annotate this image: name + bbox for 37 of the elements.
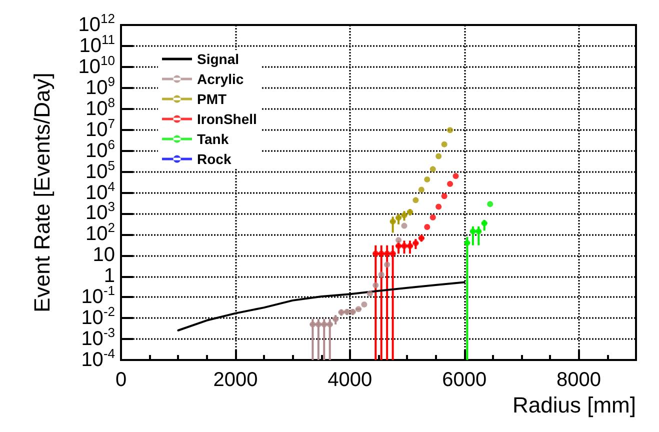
point	[430, 166, 436, 172]
y-tick-label: 10	[92, 244, 115, 266]
point	[424, 176, 430, 182]
point	[396, 237, 402, 244]
point	[441, 193, 448, 200]
point	[436, 153, 442, 160]
point	[384, 262, 390, 268]
legend-label: Acrylic	[197, 71, 244, 87]
legend-label: IronShell	[197, 111, 257, 127]
x-tick-label: 6000	[442, 369, 487, 391]
legend-label: Rock	[197, 151, 232, 167]
y-tick-label: 1	[104, 265, 115, 288]
point	[418, 186, 424, 193]
x-tick-label: 2000	[213, 369, 258, 391]
point	[424, 224, 430, 230]
x-tick-label: 4000	[328, 369, 372, 391]
point	[436, 204, 442, 210]
point	[372, 282, 379, 288]
point	[441, 141, 448, 148]
x-axis-title: Radius [mm]	[512, 392, 636, 418]
point	[401, 222, 408, 229]
y-axis-title: Event Rate [Events/Day]	[30, 72, 54, 312]
point	[447, 127, 454, 134]
y-tick-label: 10$^{2}$	[86, 220, 115, 246]
legend-label: PMT	[197, 91, 227, 107]
legend-label: Tank	[197, 131, 229, 147]
point	[452, 173, 459, 180]
point	[412, 197, 419, 204]
point	[366, 290, 373, 296]
point	[361, 301, 368, 308]
point	[378, 272, 384, 278]
point	[430, 214, 436, 220]
point	[487, 201, 494, 208]
legend-label: Signal	[197, 51, 240, 67]
point	[447, 180, 454, 187]
x-tick-label: 8000	[556, 369, 602, 391]
x-tick-label: 0	[115, 369, 127, 391]
